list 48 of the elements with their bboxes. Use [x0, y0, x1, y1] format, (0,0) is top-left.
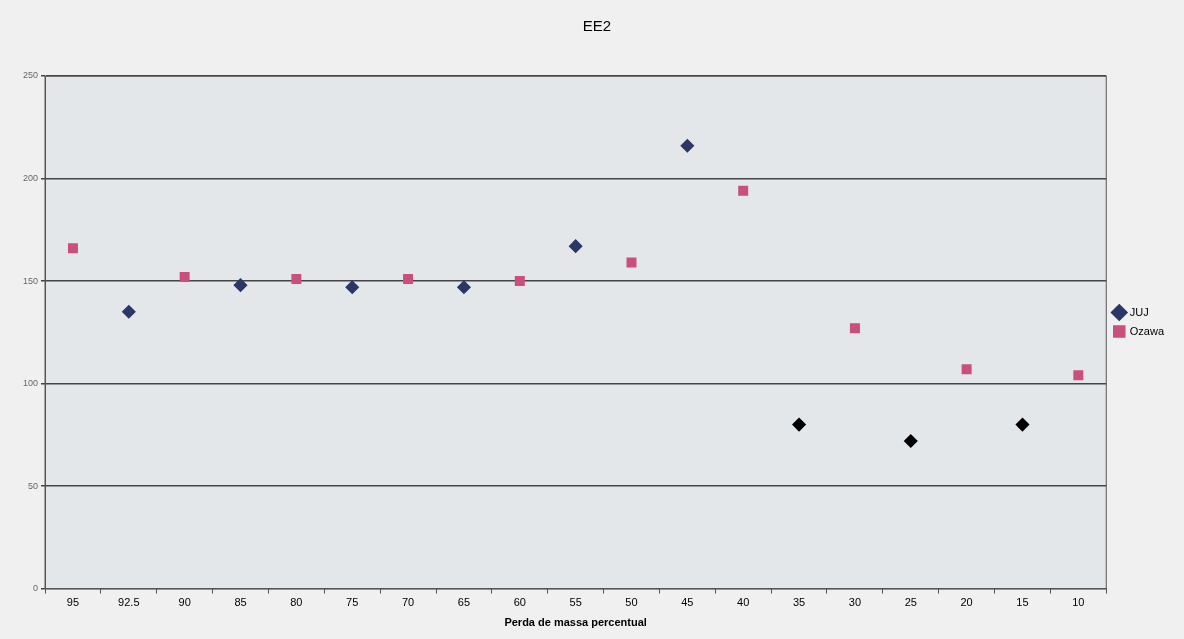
point: [122, 305, 136, 319]
point: [345, 280, 359, 294]
point: [849, 323, 860, 334]
point: [514, 276, 525, 287]
point: [233, 278, 248, 292]
point: [457, 280, 471, 294]
point: [291, 274, 302, 284]
point: [904, 434, 918, 448]
x-axis-title: Perda de massa percentual: [504, 616, 647, 629]
point: [179, 271, 190, 282]
x-tick-label: 92.5: [118, 596, 140, 609]
x-tick-label: 20: [960, 596, 973, 609]
x-tick-label: 15: [1016, 596, 1029, 609]
point: [961, 364, 972, 375]
x-tick-label: 10: [1072, 596, 1085, 609]
x-tick-label: 60: [513, 596, 526, 609]
y-tick-label: 100: [22, 378, 39, 389]
x-tick-label: 75: [346, 596, 359, 609]
point: [626, 257, 637, 268]
point: [738, 185, 749, 196]
x-tick-label: 40: [737, 596, 750, 609]
point: [403, 274, 414, 284]
y-tick-label: 50: [28, 480, 39, 491]
x-tick-label: 90: [178, 596, 191, 609]
x-tick-label: 45: [681, 596, 694, 609]
point: [1073, 370, 1084, 381]
legend-label: JUJ: [1129, 305, 1149, 318]
x-tick-label: 95: [66, 596, 80, 609]
point: [680, 138, 695, 153]
point: [568, 239, 583, 253]
x-tick-label: 55: [569, 596, 582, 609]
x-tick-label: 25: [904, 596, 917, 609]
y-tick-label: 150: [22, 275, 39, 286]
legend-label: Ozawa: [1129, 324, 1165, 337]
point: [792, 417, 806, 432]
point: [67, 243, 78, 254]
x-tick-label: 80: [290, 596, 303, 609]
x-tick-label: 35: [792, 596, 806, 609]
x-tick-label: 70: [401, 596, 415, 609]
x-tick-label: 50: [625, 596, 638, 609]
x-tick-label: 30: [848, 596, 862, 609]
x-tick-label: 85: [234, 596, 247, 609]
x-tick-label: 65: [457, 596, 471, 609]
y-tick-label: 200: [22, 173, 39, 183]
y-tick-label: 250: [22, 70, 39, 81]
point: [1015, 417, 1030, 432]
y-tick-label: 0: [33, 583, 39, 594]
chart-title: EE2: [582, 17, 612, 35]
